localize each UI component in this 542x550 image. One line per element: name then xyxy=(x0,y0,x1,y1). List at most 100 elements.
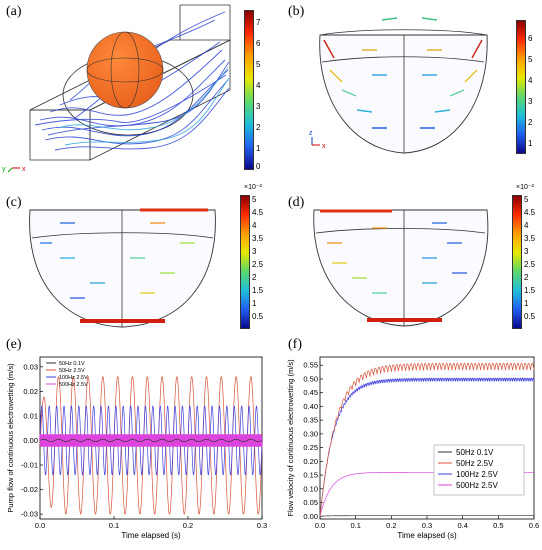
colorbar-d-tick: 2 xyxy=(524,273,529,282)
colorbar-c-tick: 2.5 xyxy=(252,260,264,269)
panel-f-label: (f) xyxy=(288,337,302,352)
colorbar-a-tick: 1 xyxy=(256,144,261,153)
chart-f: 0.0 0.1 0.2 0.3 0.4 0.5 0.6 0.00 0.05 0.10 0.15 0.2… xyxy=(286,356,539,540)
y-tick-label-f: 0.50 xyxy=(303,374,318,383)
droplet-sphere xyxy=(86,31,164,109)
y-tick-label-e: -0.02 xyxy=(21,485,38,494)
velocity-field-hemisphere-b: z x xyxy=(309,17,488,154)
y-tick-label-f: 0.20 xyxy=(303,457,318,466)
y-tick-label-f: 0.15 xyxy=(303,471,318,480)
x-tick-label-f: 0.2 xyxy=(386,521,396,530)
panel-b-label: (b) xyxy=(288,4,305,19)
colorbar-d-tick: 2.5 xyxy=(524,260,536,269)
series-line-e-0 xyxy=(39,438,263,443)
colorbar-d-tick: 5 xyxy=(524,195,529,204)
x-axis-label-f: Time elapsed (s) xyxy=(397,531,457,540)
legend-label-e: 500Hz 2.5V xyxy=(59,382,88,388)
y-tick-label-e: 0.01 xyxy=(23,411,38,420)
colorbar-b-tick: 6 xyxy=(528,34,533,43)
colorbar-b-ticks: 6 5 4 3 2 1 xyxy=(528,20,542,152)
colorbar-d-tick: 0.5 xyxy=(524,312,536,321)
colorbar-d-tick: 1.5 xyxy=(524,286,536,295)
y-tick-label-e: 0.00 xyxy=(23,436,38,445)
colorbar-d-tick: 3.5 xyxy=(524,234,536,243)
x-tick-label-e: 0.2 xyxy=(183,521,193,530)
x-tick-label-e: 0.0 xyxy=(35,521,45,530)
x-tick-label-e: 0.1 xyxy=(109,521,119,530)
panel-f: (f) 0.0 0.1 0.2 0.3 0.4 0.5 0.6 0.00 0.05 0.10 0.1… xyxy=(272,335,542,550)
velocity-field-hemisphere-d xyxy=(313,209,489,327)
colorbar-c-tick: 4 xyxy=(252,221,257,230)
colorbar-c-tick: 2 xyxy=(252,273,257,282)
panel-e: (e) 0.0 0.1 0.2 0.3 -0.03 -0.02 -0.01 0.00 0.01 0… xyxy=(0,335,272,550)
y-tick-label-f: 0.40 xyxy=(303,402,318,411)
y-tick-label-e: -0.03 xyxy=(21,510,38,519)
series-line-f-1 xyxy=(319,362,535,517)
legend-label-e: 50Hz 2.5V xyxy=(59,368,85,374)
panel-e-label: (e) xyxy=(6,337,22,352)
series-line-f-2 xyxy=(319,377,535,517)
colorbar-a xyxy=(244,10,254,170)
colorbar-a-tick: 0 xyxy=(256,162,261,171)
colorbar-a-tick: 4 xyxy=(256,81,261,90)
colorbar-b-tick: 4 xyxy=(528,76,533,85)
axis-triad-a: y x xyxy=(2,166,26,173)
simulation-3d-streamlines: y x xyxy=(2,4,231,173)
colorbar-b-tick: 1 xyxy=(528,139,533,148)
colorbar-c-tick: 3 xyxy=(252,247,257,256)
colorbar-c-tick: 5 xyxy=(252,195,257,204)
chart-e: 0.0 0.1 0.2 0.3 -0.03 -0.02 -0.01 0.00 0.01 0.02 0… xyxy=(6,356,267,540)
panel-a-label: (a) xyxy=(6,4,22,19)
colorbar-d-tick: 1 xyxy=(524,299,529,308)
legend-label-f: 50Hz 2.5V xyxy=(456,459,494,468)
y-tick-label-f: 0.30 xyxy=(303,429,318,438)
colorbar-a-tick: 6 xyxy=(256,39,261,48)
x-tick-label-f: 0.0 xyxy=(315,521,325,530)
y-axis-label-e: Pump flow of continuous electrowetting (… xyxy=(6,363,15,513)
panel-a: (a) xyxy=(0,0,270,185)
colorbar-a-tick: 7 xyxy=(256,18,261,27)
colorbar-d-tick: 4.5 xyxy=(524,208,536,217)
y-tick-label-f: 0.10 xyxy=(303,484,318,493)
y-tick-label-e: 0.02 xyxy=(23,387,38,396)
y-tick-label-f: 0.00 xyxy=(303,512,318,521)
axis-x-label-b: x xyxy=(322,143,326,150)
axis-z-label-b: z xyxy=(309,130,313,137)
colorbar-b-tick: 3 xyxy=(528,97,533,106)
colorbar-c-exponent: ×10⁻² xyxy=(244,184,262,191)
colorbar-c-tick: 1.5 xyxy=(252,286,264,295)
panel-d-label: (d) xyxy=(288,195,305,210)
y-tick-label-e: -0.01 xyxy=(21,461,38,470)
y-tick-label-f: 0.05 xyxy=(303,498,318,507)
y-tick-label-f: 0.45 xyxy=(303,388,318,397)
panel-c-label: (c) xyxy=(6,195,22,210)
panel-b: (b) z x 6 5 4 3 2 1 xyxy=(272,0,542,185)
colorbar-d xyxy=(512,195,522,329)
axis-triad-b: z x xyxy=(309,130,326,150)
colorbar-d-exponent: ×10⁻² xyxy=(516,184,534,191)
y-tick-label-f: 0.35 xyxy=(303,416,318,425)
axis-x-label-a: x xyxy=(22,166,26,173)
legend-label-f: 500Hz 2.5V xyxy=(456,481,498,490)
y-axis-label-f: Flow velocity of continuous electrowetti… xyxy=(286,359,295,517)
legend-label-f: 100Hz 2.5V xyxy=(456,470,498,479)
colorbar-c xyxy=(240,195,250,329)
colorbar-d-tick: 4 xyxy=(524,221,529,230)
colorbar-a-tick: 5 xyxy=(256,60,261,69)
colorbar-d-ticks: 5 4.5 4 3.5 3 2.5 2 1.5 1 0.5 xyxy=(524,195,542,327)
colorbar-a-tick: 2 xyxy=(256,123,261,132)
colorbar-c-tick: 4.5 xyxy=(252,208,264,217)
colorbar-b xyxy=(516,20,526,154)
y-tick-label-e: 0.03 xyxy=(23,362,38,371)
colorbar-a-ticks: 7 6 5 4 3 2 1 0 xyxy=(256,10,270,171)
colorbar-c-tick: 3.5 xyxy=(252,234,264,243)
colorbar-c-ticks: 5 4.5 4 3.5 3 2.5 2 1.5 1 0.5 xyxy=(252,195,270,327)
y-tick-label-f: 0.55 xyxy=(303,361,318,370)
legend-label-e: 50Hz 0.1V xyxy=(59,361,85,367)
colorbar-c-tick: 1 xyxy=(252,299,257,308)
x-tick-label-e: 0.3 xyxy=(257,521,267,530)
legend-label-f: 50Hz 0.1V xyxy=(456,448,494,457)
velocity-field-hemisphere-c xyxy=(29,208,216,328)
x-tick-label-f: 0.1 xyxy=(350,521,360,530)
colorbar-b-tick: 5 xyxy=(528,55,533,64)
